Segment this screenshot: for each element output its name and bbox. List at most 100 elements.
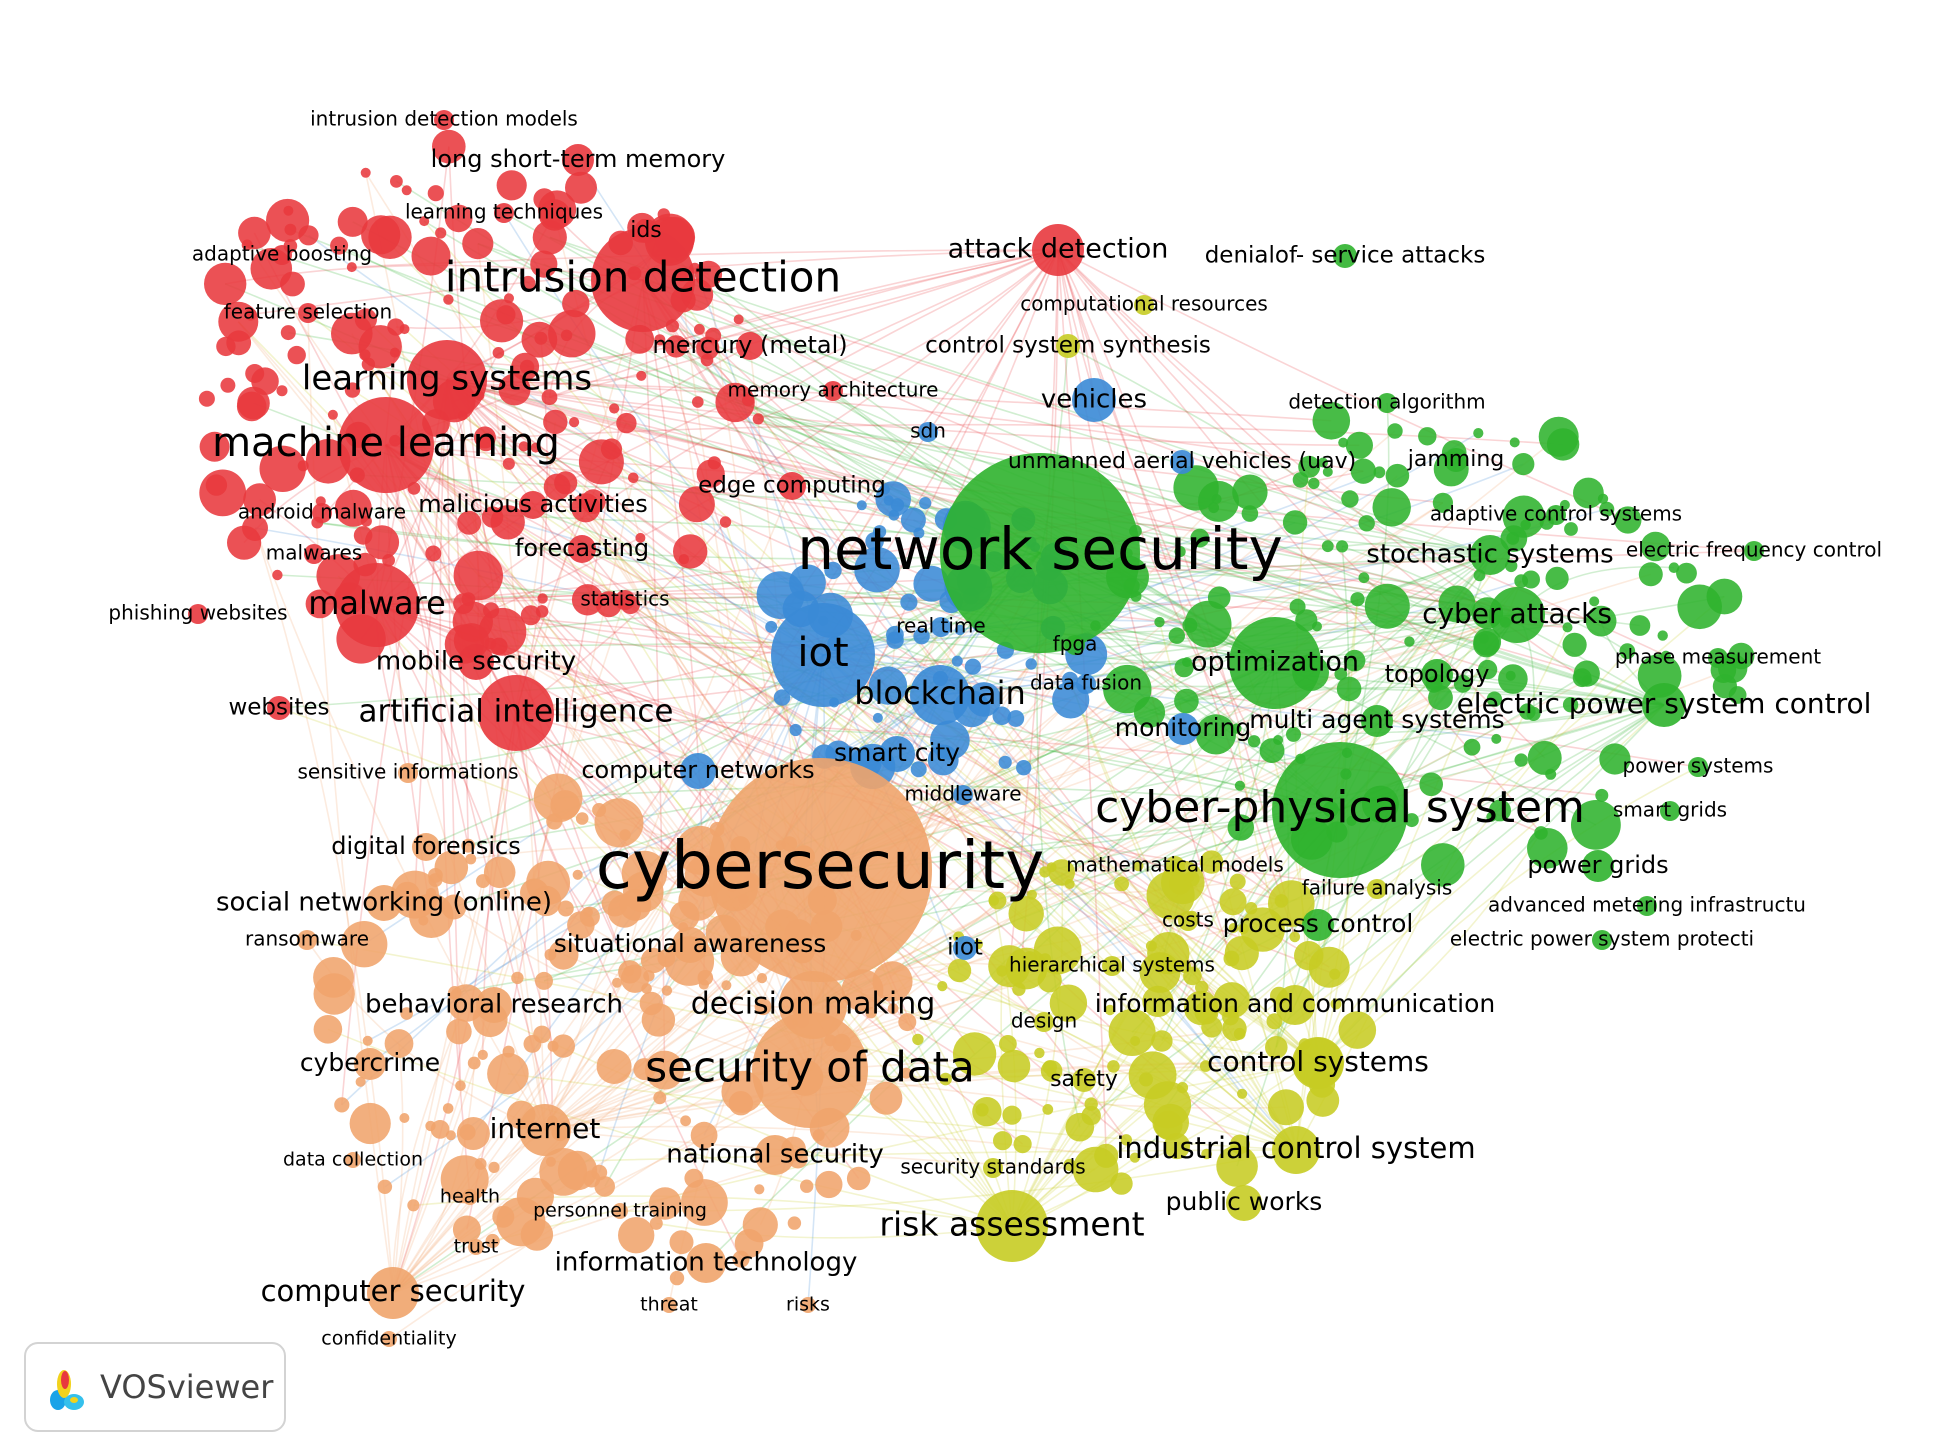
node-label[interactable]: smart grids bbox=[1613, 798, 1727, 822]
node-label[interactable]: network security bbox=[797, 515, 1283, 583]
node-circle[interactable] bbox=[879, 736, 915, 772]
node-label[interactable]: machine learning bbox=[212, 420, 560, 466]
node-circle[interactable] bbox=[931, 617, 951, 637]
node-circle[interactable] bbox=[615, 590, 635, 610]
node-circle[interactable] bbox=[1367, 879, 1387, 899]
node-circle[interactable] bbox=[1167, 713, 1199, 745]
node-label[interactable]: forecasting bbox=[515, 534, 649, 562]
node-circle[interactable] bbox=[1076, 674, 1096, 694]
node-circle[interactable] bbox=[823, 381, 843, 401]
node-label[interactable]: statistics bbox=[580, 587, 669, 611]
node-label[interactable]: malwares bbox=[266, 541, 362, 565]
node-label[interactable]: personnel training bbox=[533, 1200, 707, 1222]
node-circle[interactable] bbox=[708, 758, 932, 982]
node-circle[interactable] bbox=[519, 491, 547, 519]
node-label[interactable]: power grids bbox=[1527, 851, 1668, 879]
node-label[interactable]: jamming bbox=[1407, 447, 1504, 472]
node-label[interactable]: social networking (online) bbox=[216, 888, 552, 918]
node-circle[interactable] bbox=[478, 675, 554, 751]
node-circle[interactable] bbox=[304, 544, 324, 564]
node-label[interactable]: edge computing bbox=[698, 473, 886, 499]
node-label[interactable]: decision making bbox=[691, 987, 936, 1022]
node-label[interactable]: digital forensics bbox=[331, 832, 521, 860]
node-label[interactable]: situational awareness bbox=[554, 929, 827, 958]
node-circle[interactable] bbox=[953, 785, 973, 805]
node-label[interactable]: phase measurement bbox=[1615, 645, 1821, 669]
node-circle[interactable] bbox=[612, 1203, 628, 1219]
node-circle[interactable] bbox=[680, 753, 716, 789]
node-label[interactable]: artificial intelligence bbox=[359, 694, 674, 730]
node-label[interactable]: computer networks bbox=[581, 756, 814, 784]
node-circle[interactable] bbox=[297, 930, 317, 950]
node-label[interactable]: mobile security bbox=[376, 647, 576, 677]
node-circle[interactable] bbox=[953, 936, 977, 960]
node-circle[interactable] bbox=[562, 144, 594, 176]
node-label[interactable]: internet bbox=[490, 1112, 601, 1145]
node-circle[interactable] bbox=[1688, 757, 1708, 777]
node-circle[interactable] bbox=[188, 604, 208, 624]
node-circle[interactable] bbox=[398, 763, 418, 783]
node-circle[interactable] bbox=[519, 1104, 571, 1156]
node-circle[interactable] bbox=[1637, 896, 1657, 916]
node-circle[interactable] bbox=[910, 665, 970, 725]
node-circle[interactable] bbox=[267, 696, 291, 720]
node-label[interactable]: design bbox=[1011, 1009, 1077, 1033]
node-circle[interactable] bbox=[976, 1190, 1048, 1262]
node-label[interactable]: malware bbox=[308, 584, 446, 622]
node-label[interactable]: stochastic systems bbox=[1366, 540, 1613, 570]
node-circle[interactable] bbox=[800, 1297, 816, 1313]
node-label[interactable]: behavioral research bbox=[365, 990, 623, 1020]
node-label[interactable]: national security bbox=[666, 1140, 883, 1170]
node-circle[interactable] bbox=[272, 245, 292, 265]
node-label[interactable]: monitoring bbox=[1115, 713, 1251, 742]
node-label[interactable]: cybersecurity bbox=[596, 827, 1045, 904]
node-circle[interactable] bbox=[298, 303, 318, 323]
node-label[interactable]: cybercrime bbox=[300, 1048, 440, 1077]
node-label[interactable]: cyber attacks bbox=[1422, 597, 1612, 630]
node-circle[interactable] bbox=[338, 397, 434, 493]
node-circle[interactable] bbox=[1361, 705, 1393, 737]
node-label[interactable]: data collection bbox=[283, 1149, 423, 1171]
node-label[interactable]: blockchain bbox=[854, 674, 1026, 712]
node-label[interactable]: middleware bbox=[905, 782, 1022, 806]
node-circle[interactable] bbox=[1226, 1185, 1262, 1221]
node-circle[interactable] bbox=[1470, 535, 1510, 575]
node-label[interactable]: adaptive control systems bbox=[1430, 502, 1682, 526]
node-circle[interactable] bbox=[335, 563, 419, 647]
node-label[interactable]: denialof- service attacks bbox=[1205, 243, 1486, 269]
node-circle[interactable] bbox=[771, 603, 875, 707]
node-label[interactable]: advanced metering infrastructu bbox=[1488, 893, 1806, 917]
node-circle[interactable] bbox=[755, 1135, 795, 1175]
node-circle[interactable] bbox=[918, 422, 938, 442]
node-circle[interactable] bbox=[686, 1243, 726, 1283]
node-label[interactable]: industrial control system bbox=[1116, 1131, 1475, 1165]
node-circle[interactable] bbox=[1292, 1037, 1344, 1089]
node-circle[interactable] bbox=[462, 1189, 478, 1205]
node-circle[interactable] bbox=[1377, 393, 1397, 413]
node-label[interactable]: costs bbox=[1162, 908, 1214, 932]
node-label[interactable]: long short-term memory bbox=[431, 145, 726, 173]
node-label[interactable]: android malware bbox=[238, 500, 406, 524]
node-label[interactable]: cyber-physical system bbox=[1095, 782, 1585, 833]
node-label[interactable]: optimization bbox=[1191, 647, 1359, 678]
node-circle[interactable] bbox=[312, 503, 332, 523]
node-circle[interactable] bbox=[1333, 244, 1357, 268]
node-label[interactable]: iiot bbox=[947, 935, 983, 961]
node-label[interactable]: power systems bbox=[1623, 754, 1774, 778]
node-circle[interactable] bbox=[1072, 378, 1116, 422]
node-label[interactable]: electric power system protecti bbox=[1450, 927, 1754, 951]
node-label[interactable]: learning systems bbox=[302, 359, 592, 399]
node-circle[interactable] bbox=[494, 203, 514, 223]
node-circle[interactable] bbox=[1165, 856, 1185, 876]
node-label[interactable]: information technology bbox=[555, 1248, 858, 1278]
node-label[interactable]: intrusion detection bbox=[445, 253, 841, 302]
node-label[interactable]: data fusion bbox=[1030, 671, 1142, 695]
node-label[interactable]: health bbox=[440, 1186, 500, 1208]
node-label[interactable]: ransomware bbox=[245, 927, 369, 951]
node-label[interactable]: security of data bbox=[645, 1043, 974, 1092]
node-circle[interactable] bbox=[661, 1297, 677, 1313]
node-circle[interactable] bbox=[591, 228, 695, 332]
node-circle[interactable] bbox=[1642, 683, 1686, 727]
node-circle[interactable] bbox=[1744, 541, 1764, 561]
node-circle[interactable] bbox=[345, 1152, 361, 1168]
